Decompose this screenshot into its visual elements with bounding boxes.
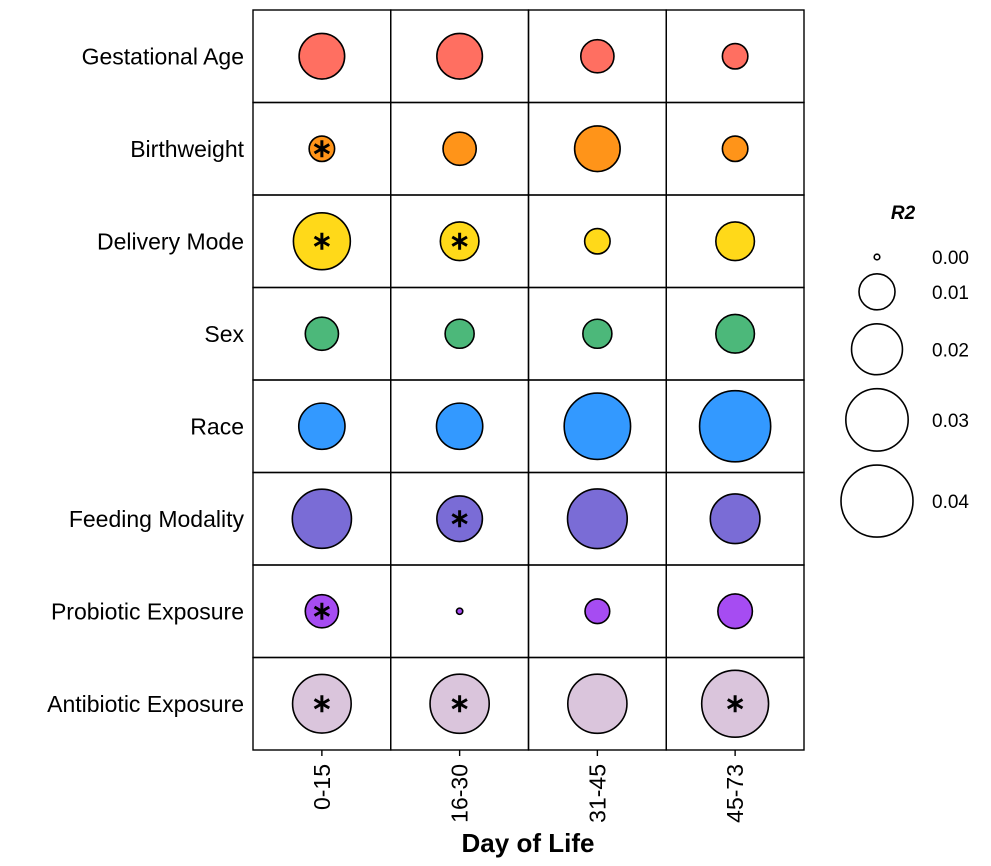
asterisk-stroke [313, 143, 330, 155]
row-label: Birthweight [130, 136, 244, 162]
bubble [436, 32, 484, 80]
significance-asterisk [451, 232, 468, 250]
asterisk-stroke [451, 698, 468, 710]
bubble [721, 135, 749, 163]
legend-label: 0.02 [932, 340, 969, 361]
row-label: Feeding Modality [69, 506, 245, 532]
legend: R2 0.00 0.01 0.02 0.03 0.04 [840, 203, 969, 538]
bubble [579, 38, 615, 74]
bubble [709, 493, 761, 545]
x-tick-label: 0-15 [309, 764, 335, 810]
bubble [444, 318, 475, 350]
x-tick-label: 31-45 [584, 764, 610, 823]
asterisk-stroke [451, 513, 468, 525]
bubble [563, 392, 632, 461]
x-tick-label: 45-73 [722, 764, 748, 823]
bubble [582, 318, 613, 350]
bubble [573, 125, 621, 173]
x-tick-label: 16-30 [447, 764, 473, 823]
row-labels: Gestational Age Birthweight Delivery Mode S… [47, 43, 244, 717]
significance-asterisk [451, 510, 468, 528]
row-label: Sex [204, 321, 244, 347]
bubble [566, 673, 628, 735]
x-tick-labels: 0-15 16-30 31-45 45-73 [309, 750, 748, 823]
significance-asterisk [313, 232, 330, 250]
row-label: Antibiotic Exposure [47, 691, 244, 717]
asterisk-stroke [313, 235, 330, 247]
row-label: Gestational Age [82, 43, 244, 69]
bubble [304, 316, 340, 352]
bubble [566, 488, 629, 550]
significance-asterisk [451, 695, 468, 713]
significance-asterisk [313, 695, 330, 713]
bubble [455, 607, 464, 616]
bubble [291, 488, 353, 550]
significance-asterisk [727, 695, 744, 713]
bubble [298, 32, 346, 80]
bubble [698, 389, 772, 463]
asterisk-stroke [451, 235, 468, 247]
legend-bubble [840, 464, 914, 538]
grid [252, 9, 805, 751]
bubble [717, 593, 754, 630]
legend-bubble [873, 253, 881, 261]
bubble [297, 402, 346, 451]
bubbles [291, 32, 772, 738]
bubble [715, 313, 756, 354]
row-label: Probiotic Exposure [51, 598, 244, 624]
significance-asterisk [313, 140, 330, 158]
x-axis-title: Day of Life [462, 828, 595, 858]
bubble [435, 402, 484, 451]
legend-bubble [850, 322, 904, 376]
legend-title: R2 [891, 203, 916, 224]
row-label: Race [190, 413, 244, 439]
asterisk-stroke [313, 605, 330, 617]
legend-label: 0.00 [932, 248, 969, 269]
row-label: Delivery Mode [97, 228, 244, 254]
legend-bubble [858, 272, 896, 311]
bubble [721, 42, 749, 70]
legend-bubble [845, 387, 909, 452]
legend-label: 0.01 [932, 283, 969, 304]
bubble [715, 221, 756, 262]
bubble [583, 227, 611, 255]
legend-label: 0.03 [932, 411, 969, 432]
asterisk-stroke [727, 698, 744, 710]
bubble [442, 131, 478, 167]
asterisk-stroke [313, 698, 330, 710]
bubble [584, 598, 611, 625]
legend-label: 0.04 [932, 492, 969, 513]
significance-asterisk [313, 602, 330, 620]
